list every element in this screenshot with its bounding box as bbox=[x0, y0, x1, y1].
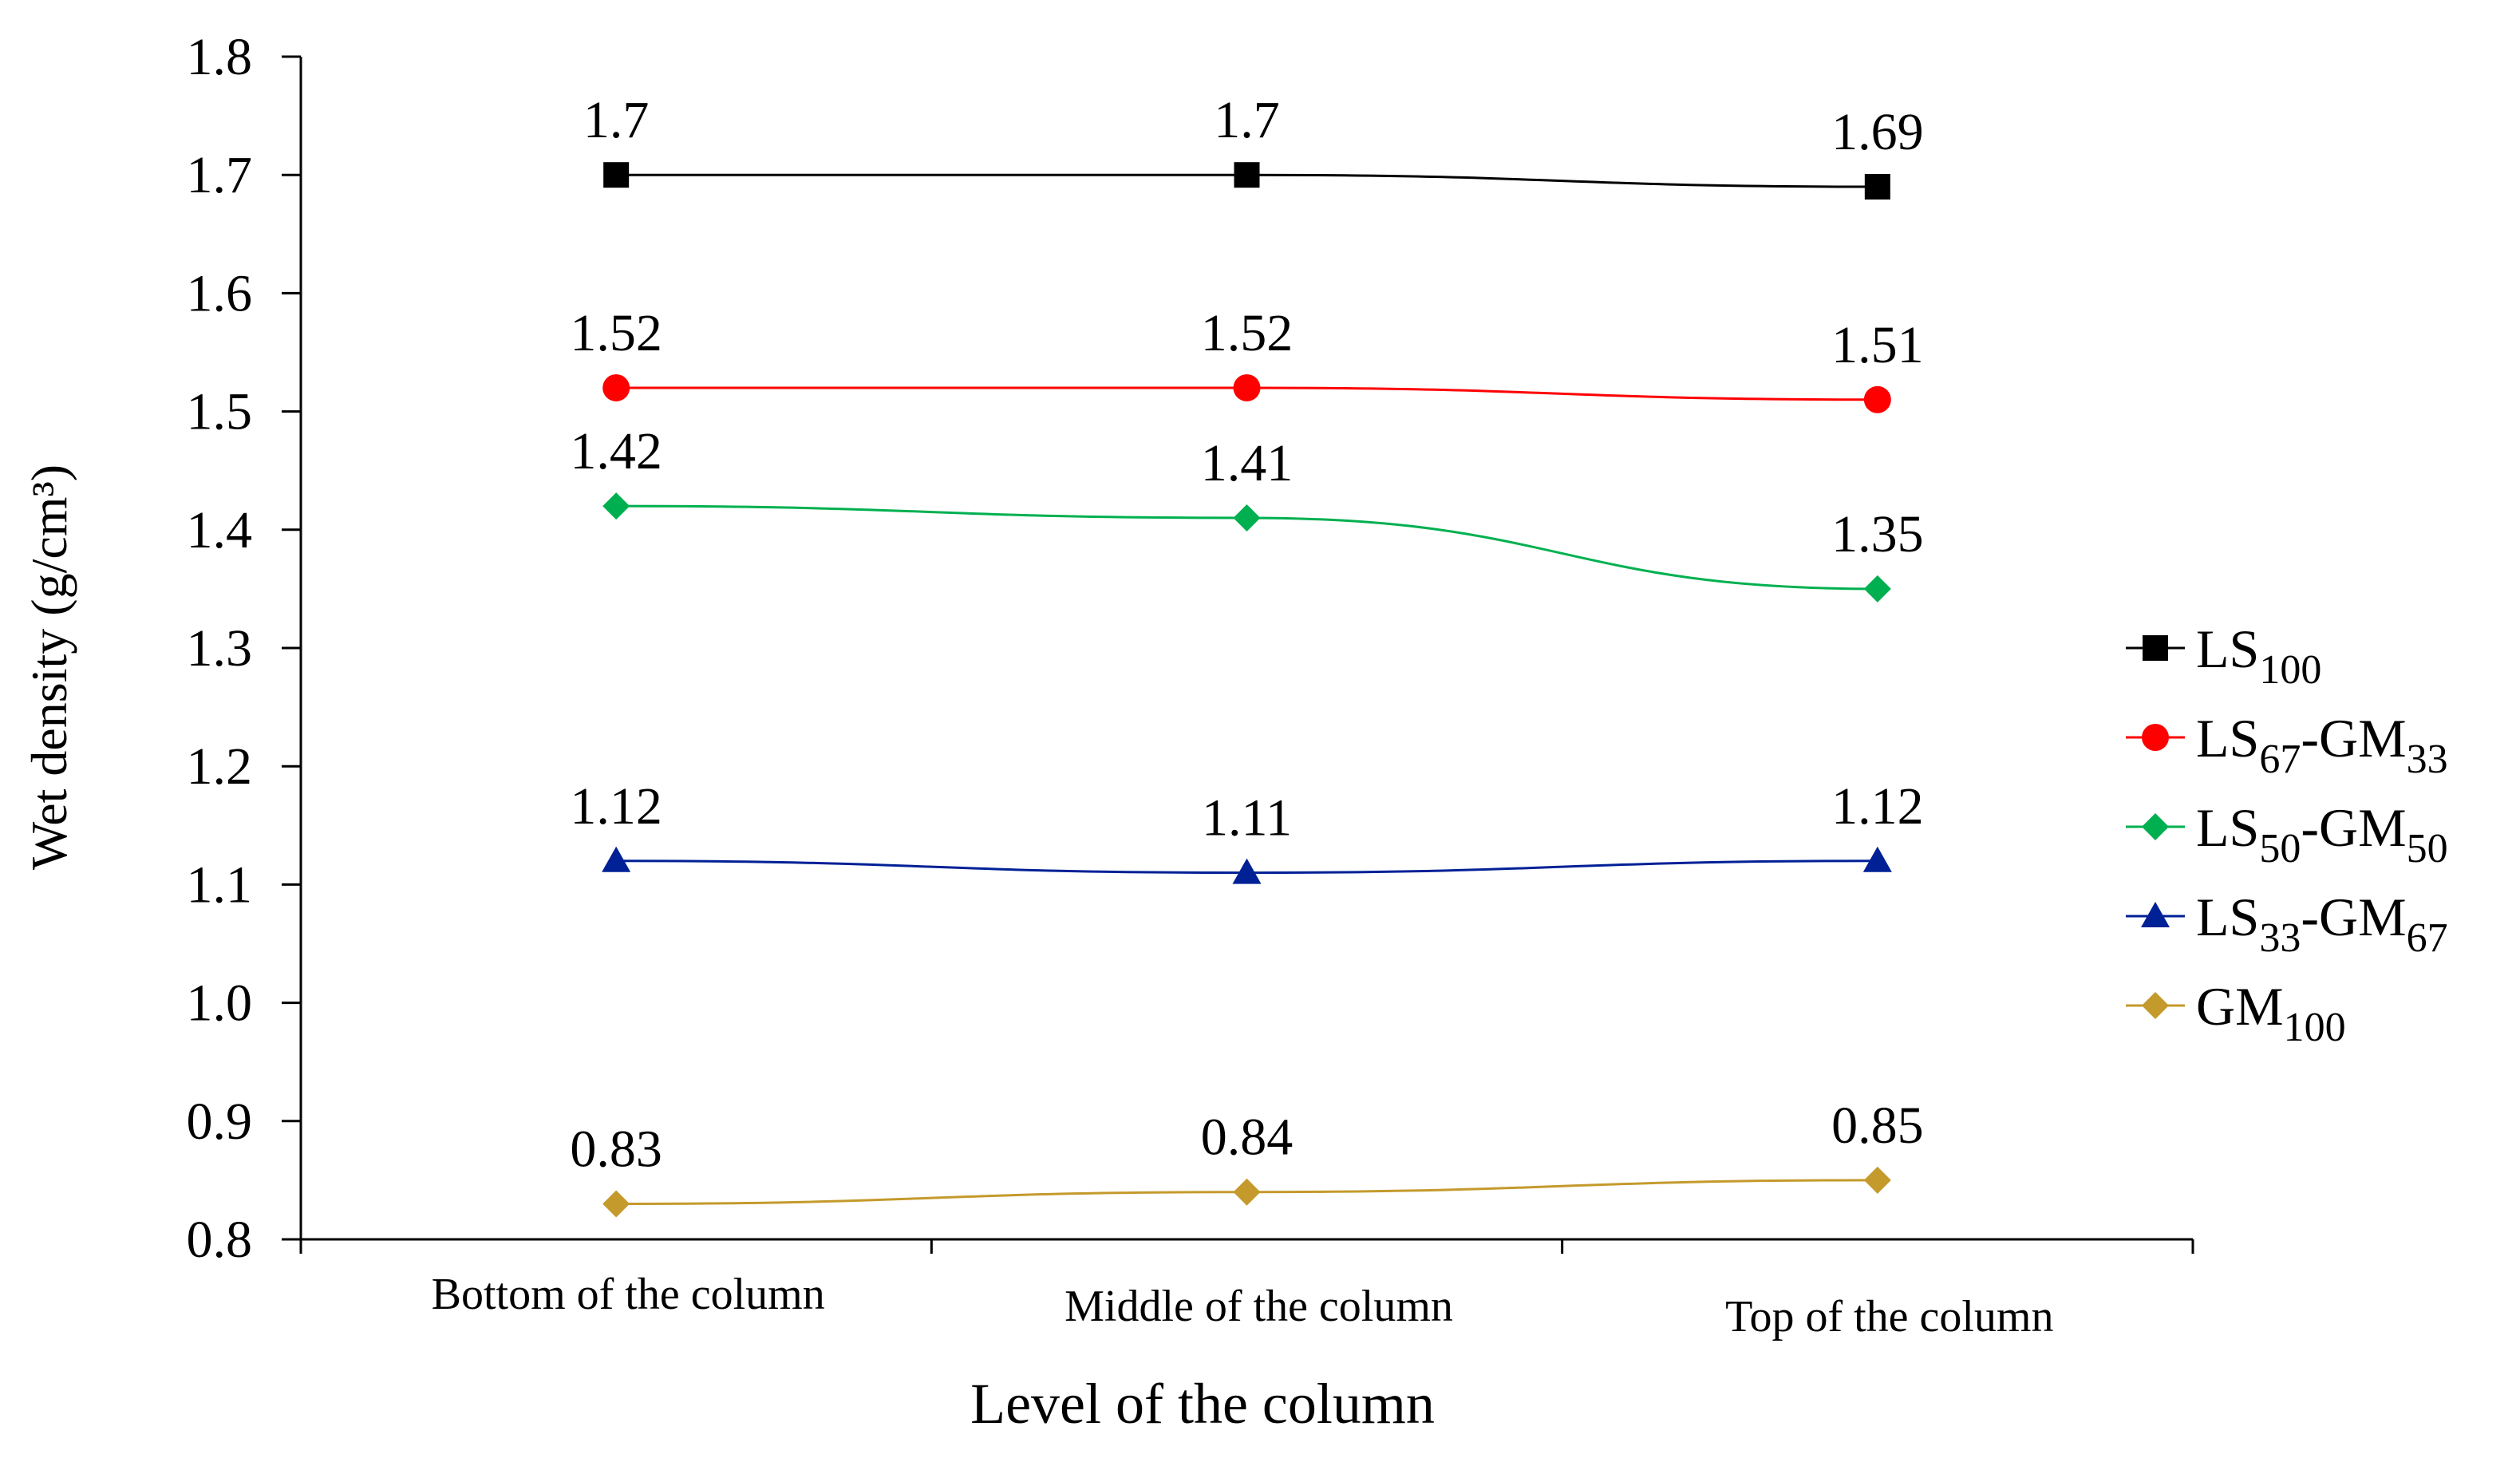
data-label: 1.7 bbox=[1214, 91, 1280, 149]
x-axis-title: Level of the column bbox=[970, 1372, 1435, 1436]
x-tick-label: Bottom of the column bbox=[432, 1270, 825, 1319]
legend-label: LS50-GM50 bbox=[2196, 797, 2448, 871]
x-tick-label: Middle of the column bbox=[1064, 1282, 1453, 1331]
legend-marker bbox=[2142, 992, 2169, 1019]
y-axis-title: Wet density (g/cm³) bbox=[21, 464, 77, 870]
data-label: 1.51 bbox=[1831, 316, 1924, 374]
data-label: 1.41 bbox=[1201, 434, 1294, 492]
data-point bbox=[602, 373, 630, 401]
data-point bbox=[603, 162, 630, 188]
y-tick-label: 1.7 bbox=[187, 146, 253, 204]
data-point bbox=[1863, 385, 1891, 413]
data-point bbox=[1862, 846, 1892, 872]
legend-label: GM100 bbox=[2196, 976, 2346, 1050]
data-label: 1.12 bbox=[1831, 777, 1924, 836]
y-tick-label: 1.2 bbox=[187, 737, 253, 796]
y-tick-label: 0.8 bbox=[187, 1211, 253, 1269]
y-tick-label: 1.8 bbox=[187, 28, 253, 86]
legend-item: LS33-GM67 bbox=[2126, 887, 2448, 961]
legend-item: GM100 bbox=[2126, 976, 2346, 1050]
legend-marker bbox=[2142, 724, 2169, 751]
legend-marker bbox=[2142, 813, 2169, 840]
legend: LS100 LS67-GM33 LS50-GM50 LS33-GM67 GM100 bbox=[2126, 618, 2448, 1050]
series-LS50-GM50: 1.42 1.41 1.35 bbox=[570, 422, 1924, 603]
data-point bbox=[1863, 575, 1891, 603]
data-point bbox=[602, 846, 631, 872]
series-layer: 1.7 1.7 1.691.52 1.52 1.511.42 1.411.351.12 1.… bbox=[570, 91, 1924, 1218]
series-LS33-GM67: 1.12 1.11 1.12 bbox=[570, 777, 1924, 884]
data-label: 1.11 bbox=[1202, 789, 1292, 848]
legend-item: LS67-GM33 bbox=[2126, 708, 2448, 782]
data-point bbox=[1864, 174, 1890, 200]
data-point bbox=[1233, 373, 1261, 401]
data-label: 1.69 bbox=[1831, 103, 1924, 161]
data-label: 1.52 bbox=[570, 304, 662, 362]
y-tick-label: 1.6 bbox=[187, 264, 253, 322]
data-point bbox=[1863, 1166, 1891, 1194]
series-LS67-GM33: 1.52 1.52 1.51 bbox=[570, 304, 1924, 413]
data-point bbox=[1232, 858, 1262, 884]
data-label: 1.52 bbox=[1201, 304, 1294, 362]
data-label: 0.84 bbox=[1201, 1108, 1294, 1167]
data-point bbox=[1233, 504, 1261, 531]
data-label: 1.42 bbox=[570, 422, 662, 480]
legend-label: LS67-GM33 bbox=[2196, 708, 2448, 782]
y-tick-label: 1.0 bbox=[187, 974, 253, 1033]
data-label: 1.12 bbox=[570, 777, 662, 836]
legend-marker bbox=[2141, 902, 2170, 927]
data-point bbox=[602, 1190, 630, 1218]
legend-item: LS50-GM50 bbox=[2126, 797, 2448, 871]
legend-marker bbox=[2143, 635, 2168, 661]
x-tick-label: Top of the column bbox=[1725, 1292, 2053, 1341]
legend-item: LS100 bbox=[2126, 618, 2321, 693]
y-tick-label: 0.9 bbox=[187, 1093, 253, 1151]
data-point bbox=[602, 492, 630, 520]
series-GM100: 0.83 0.84 0.85 bbox=[570, 1096, 1924, 1218]
data-label: 0.83 bbox=[570, 1120, 662, 1179]
data-label: 1.35 bbox=[1831, 505, 1924, 563]
data-label: 0.85 bbox=[1831, 1096, 1924, 1155]
y-tick-label: 1.1 bbox=[187, 855, 253, 914]
y-tick-label: 1.5 bbox=[187, 383, 253, 441]
legend-label: LS33-GM67 bbox=[2196, 887, 2448, 961]
data-point bbox=[1233, 1178, 1261, 1206]
data-point bbox=[1234, 162, 1260, 188]
y-tick-label: 1.4 bbox=[187, 501, 253, 559]
y-tick-label: 1.3 bbox=[187, 619, 253, 678]
axes: 0.8 0.9 1.0 1.1 1.2 1.3 1.4 1.5 1.6 1.7 1.8 Bottom … bbox=[187, 28, 2194, 1341]
data-label: 1.7 bbox=[583, 91, 650, 149]
legend-label: LS100 bbox=[2196, 618, 2321, 693]
series-LS100: 1.7 1.7 1.69 bbox=[583, 91, 1924, 200]
